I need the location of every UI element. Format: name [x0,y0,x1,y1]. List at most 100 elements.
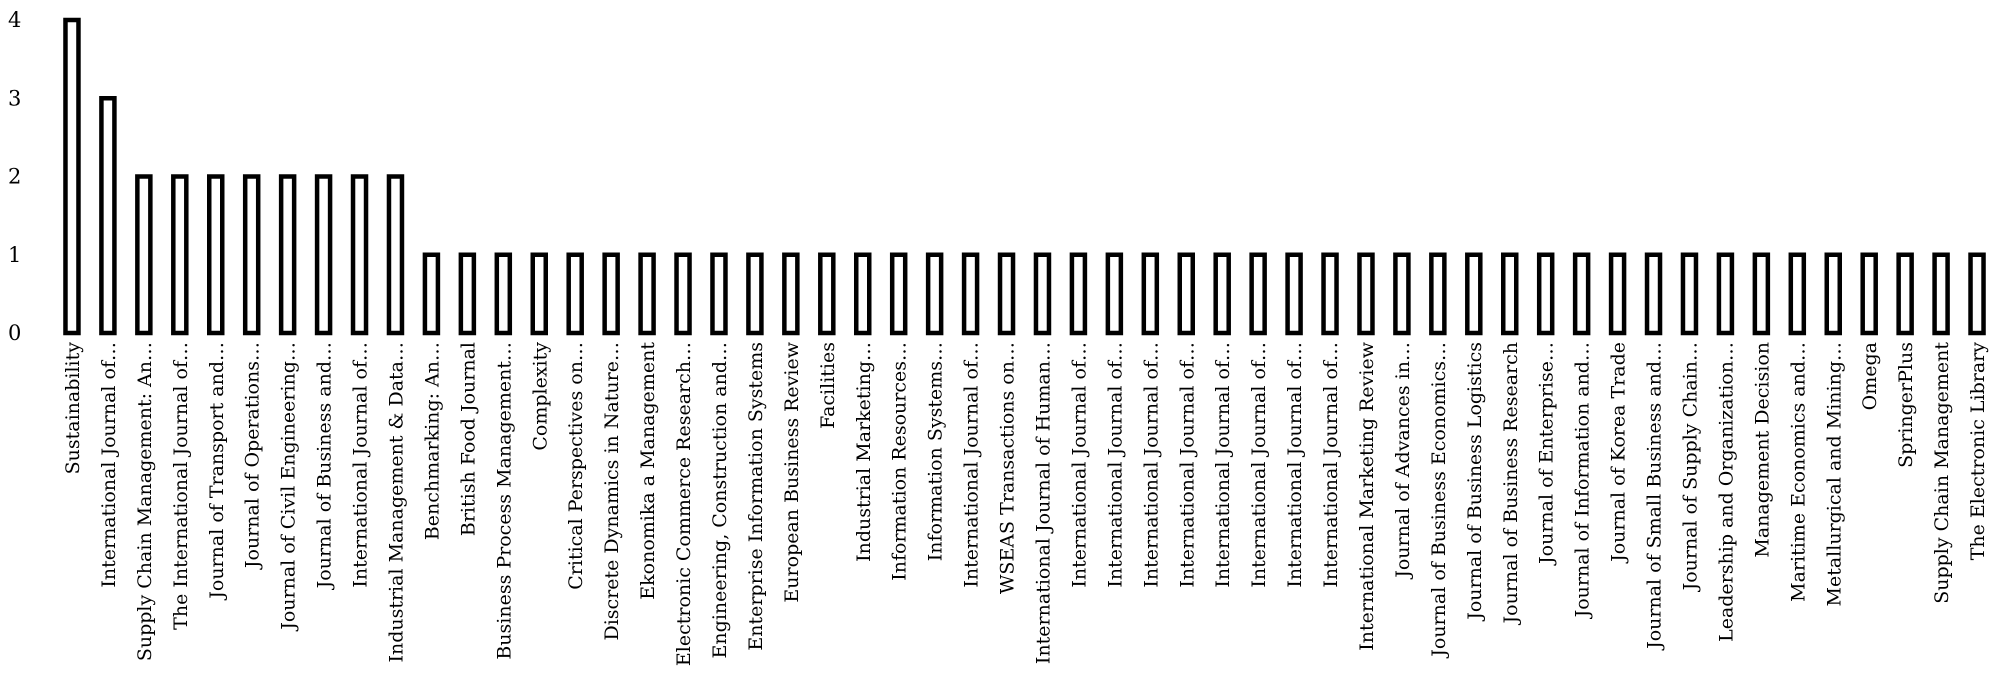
bar [494,252,513,336]
x-tick-label: European Business Review [781,341,803,602]
bar [171,174,189,336]
y-tick-label: 3 [8,86,21,110]
x-tick-label: Sustainability [62,342,84,475]
bar [710,252,728,336]
x-tick-label: Electronic Commerce Research… [673,342,695,666]
x-tick-label: Journal of Supply Chain… [1679,342,1701,592]
bar [1141,252,1160,336]
x-tick-label: International Journal of… [98,342,120,588]
x-tick-label: Journal of Business Research [1500,342,1522,625]
bar [242,174,261,336]
x-tick-label: Information Resources… [889,342,911,581]
bar [350,174,369,336]
bar [458,252,477,336]
x-tick-label: Complexity [529,342,551,451]
bar [638,252,656,336]
x-tick-label: Journal of Operations… [242,342,264,570]
x-tick-label: Ekonomika a Management [637,342,659,600]
y-tick-label: 4 [8,8,21,32]
bar [1033,252,1052,336]
bar [602,252,620,336]
bar [1968,252,1986,336]
x-tick-label: Discrete Dynamics in Nature… [601,342,623,641]
y-tick-label: 2 [8,165,21,189]
x-tick-label: Journal of Enterprise… [1536,342,1558,566]
bar [1608,252,1627,336]
y-tick-label: 1 [8,243,21,267]
x-tick-label: International Journal of… [1068,342,1090,588]
bar [1465,252,1483,336]
x-tick-label: The Electronic Library [1967,342,1989,561]
x-tick-label: Industrial Marketing… [853,342,875,562]
bar [818,252,836,336]
x-tick-label: Journal of Korea Trade [1608,342,1630,564]
x-tick-label: Industrial Management & Data… [385,342,407,663]
x-tick-label: Journal of Business and… [314,342,336,590]
x-tick-label: International Journal of… [1284,342,1306,588]
x-tick-label: International Journal of… [1248,342,1270,588]
x-tick-label: Engineering, Construction and… [709,342,731,658]
x-tick-label: Supply Chain Management [1931,342,1953,604]
x-tick-label: International Journal of Human… [1032,342,1054,664]
x-tick-label: Benchmarking: An… [421,342,443,540]
x-tick-label: Omega [1859,342,1881,410]
bar [63,17,81,336]
bar [961,252,980,336]
bar [925,252,944,336]
x-tick-label: Management Decision [1751,342,1773,558]
bar [386,174,405,336]
x-tick-label: International Journal of… [1140,342,1162,588]
x-tick-label: International Journal of… [1176,342,1198,588]
x-tick-label: International Marketing Review [1356,341,1378,650]
x-tick-label: Journal of Advances in… [1392,342,1414,580]
bar [1932,252,1950,336]
bar [1680,252,1699,336]
bar [746,252,764,336]
bar [99,96,117,336]
x-tick-label: Journal of Transport and… [206,342,228,601]
bar [1429,252,1447,336]
x-tick-label: Business Process Management… [493,342,515,660]
bar [1860,252,1878,336]
bar [1501,252,1519,336]
bar [135,174,153,336]
bar [674,252,692,336]
x-tick-label: International Journal of… [961,342,983,588]
x-tick-label: Maritime Economics and… [1787,342,1809,602]
bar [1716,252,1735,336]
bar [782,252,800,336]
x-tick-label: Information Systems… [925,342,947,561]
bar [1105,252,1124,336]
bar [530,252,548,336]
bar [1824,252,1842,336]
bar [314,174,333,336]
x-tick-label: WSEAS Transactions on… [997,342,1019,594]
bar [1896,252,1914,336]
y-axis-ticks: 0 1 2 3 4 [8,8,21,345]
bar [1213,252,1231,336]
x-tick-label: Journal of Civil Engineering… [278,342,300,632]
bar [1644,252,1663,336]
bar [1536,252,1555,336]
x-axis-labels: Sustainability International Journal of… S… [62,341,1989,666]
x-tick-label: British Food Journal [457,342,479,536]
bar [1752,252,1771,336]
x-tick-label: International Journal of… [1212,342,1234,588]
bar [566,252,584,336]
bar [1357,252,1375,336]
x-tick-label: Supply Chain Management: An… [134,342,156,661]
bar [207,174,225,336]
bar [278,174,297,336]
bar [1177,252,1195,336]
x-tick-label: Journal of Business Logistics [1464,342,1486,622]
bars [63,17,1986,336]
x-tick-label: The International Journal of… [170,342,192,630]
x-tick-label: SpringerPlus [1895,342,1917,468]
bar [1249,252,1267,336]
x-tick-label: Journal of Business Economics… [1428,342,1450,659]
bar [889,252,908,336]
x-tick-label: International Journal of… [1320,342,1342,588]
x-tick-label: Facilities [817,342,839,429]
bar [1572,252,1591,336]
